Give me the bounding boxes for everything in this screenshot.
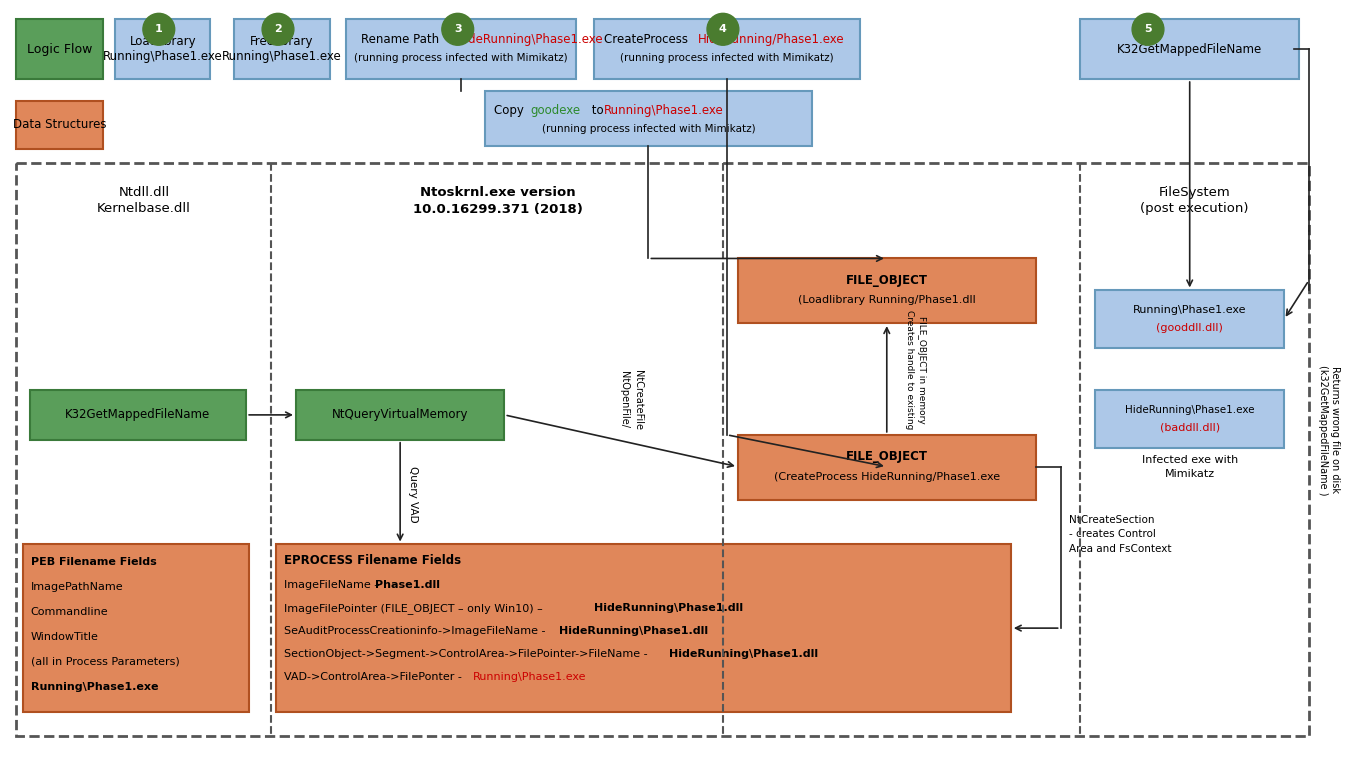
Text: (baddll.dll): (baddll.dll) (1160, 423, 1220, 433)
FancyBboxPatch shape (296, 390, 505, 440)
Text: Ntoskrnl.exe version: Ntoskrnl.exe version (420, 186, 575, 199)
Text: NtCreateFile: NtCreateFile (633, 370, 644, 430)
Circle shape (441, 13, 474, 45)
Text: NtCreateSection: NtCreateSection (1069, 514, 1154, 524)
Text: Running\Phase1.exe: Running\Phase1.exe (1133, 305, 1246, 315)
FancyBboxPatch shape (275, 544, 1011, 711)
Text: FILE_OBJECT in memory: FILE_OBJECT in memory (917, 316, 926, 424)
Text: ImagePathName: ImagePathName (31, 582, 123, 592)
Text: goodexe: goodexe (531, 105, 580, 118)
Text: ImageFilePointer (FILE_OBJECT – only Win10) –: ImageFilePointer (FILE_OBJECT – only Win… (284, 603, 547, 614)
Text: Mimikatz: Mimikatz (1165, 469, 1215, 479)
Text: HideRunning\Phase1.dll: HideRunning\Phase1.dll (594, 603, 742, 613)
FancyBboxPatch shape (16, 101, 103, 149)
FancyBboxPatch shape (30, 390, 246, 440)
Text: HideRunning/Phase1.exe: HideRunning/Phase1.exe (698, 33, 845, 45)
Text: NtOpenFile/: NtOpenFile/ (618, 371, 629, 428)
Text: to: to (587, 105, 608, 118)
Text: (running process infected with Mimikatz): (running process infected with Mimikatz) (354, 53, 567, 63)
FancyBboxPatch shape (346, 19, 576, 79)
FancyBboxPatch shape (16, 19, 103, 79)
Text: (Loadlibrary Running/Phase1.dll: (Loadlibrary Running/Phase1.dll (798, 296, 976, 306)
Text: Running\Phase1.exe: Running\Phase1.exe (603, 105, 724, 118)
FancyBboxPatch shape (738, 259, 1035, 323)
Text: Area and FsContext: Area and FsContext (1069, 544, 1170, 554)
Text: Running\Phase1.exe: Running\Phase1.exe (223, 50, 342, 62)
Text: NtQueryVirtualMemory: NtQueryVirtualMemory (332, 408, 468, 421)
Text: 1: 1 (155, 25, 162, 35)
Text: CreateProcess: CreateProcess (603, 33, 691, 45)
Text: PEB Filename Fields: PEB Filename Fields (31, 557, 157, 567)
Text: Infected exe with: Infected exe with (1142, 455, 1238, 465)
Text: Creates handle to existing: Creates handle to existing (904, 310, 914, 430)
Text: 2: 2 (274, 25, 282, 35)
Text: ImageFileName –: ImageFileName – (284, 581, 383, 591)
Text: - creates Control: - creates Control (1069, 530, 1156, 540)
FancyBboxPatch shape (23, 544, 250, 711)
Text: 4: 4 (720, 25, 726, 35)
Circle shape (262, 13, 294, 45)
FancyBboxPatch shape (235, 19, 329, 79)
Text: Logic Flow: Logic Flow (27, 42, 92, 55)
Text: Running\Phase1.exe: Running\Phase1.exe (103, 50, 223, 62)
Circle shape (1133, 13, 1164, 45)
Text: Kernelbase.dll: Kernelbase.dll (97, 203, 190, 215)
FancyBboxPatch shape (485, 91, 813, 146)
Text: 3: 3 (454, 25, 462, 35)
Text: SectionObject->Segment->ControlArea->FilePointer->FileName -: SectionObject->Segment->ControlArea->Fil… (284, 649, 651, 659)
Text: Returns wrong file on disk
(k32GetMappedFileName ): Returns wrong file on disk (k32GetMapped… (1318, 364, 1339, 495)
FancyBboxPatch shape (594, 19, 860, 79)
Text: Commandline: Commandline (31, 608, 108, 618)
FancyBboxPatch shape (1095, 290, 1284, 348)
Text: HideRunning\Phase1.exe: HideRunning\Phase1.exe (1125, 405, 1254, 415)
Text: Loadlibrary: Loadlibrary (130, 35, 196, 48)
Circle shape (707, 13, 738, 45)
Text: (post execution): (post execution) (1141, 203, 1249, 215)
Text: K32GetMappedFileName: K32GetMappedFileName (1116, 42, 1262, 55)
Text: Ntdll.dll: Ntdll.dll (119, 186, 170, 199)
Text: FILE_OBJECT: FILE_OBJECT (846, 450, 927, 464)
Text: (running process infected with Mimikatz): (running process infected with Mimikatz) (541, 124, 755, 134)
Circle shape (143, 13, 174, 45)
Text: 10.0.16299.371 (2018): 10.0.16299.371 (2018) (413, 203, 582, 216)
Text: FILE_OBJECT: FILE_OBJECT (846, 274, 927, 287)
Text: (all in Process Parameters): (all in Process Parameters) (31, 657, 180, 667)
Text: Phase1.dll: Phase1.dll (375, 581, 440, 591)
FancyBboxPatch shape (115, 19, 211, 79)
Text: (running process infected with Mimikatz): (running process infected with Mimikatz) (620, 53, 834, 63)
Text: (CreateProcess HideRunning/Phase1.exe: (CreateProcess HideRunning/Phase1.exe (774, 472, 1000, 482)
Text: Copy: Copy (494, 105, 528, 118)
FancyBboxPatch shape (1095, 390, 1284, 448)
Text: Freelibrary: Freelibrary (250, 35, 313, 48)
Text: Running\Phase1.exe: Running\Phase1.exe (472, 672, 586, 682)
Text: WindowTitle: WindowTitle (31, 632, 99, 642)
Text: K32GetMappedFileName: K32GetMappedFileName (65, 408, 211, 421)
Text: Running\Phase1.exe: Running\Phase1.exe (31, 682, 158, 692)
Text: Data Structures: Data Structures (12, 119, 107, 132)
FancyBboxPatch shape (1080, 19, 1299, 79)
Text: HideRunning\Phase1.exe: HideRunning\Phase1.exe (456, 33, 603, 45)
Text: SeAuditProcessCreationinfo->ImageFileName -: SeAuditProcessCreationinfo->ImageFileNam… (284, 626, 549, 636)
Text: 5: 5 (1145, 25, 1152, 35)
Text: VAD->ControlArea->FilePonter -: VAD->ControlArea->FilePonter - (284, 672, 466, 682)
Text: Rename Path: Rename Path (362, 33, 443, 45)
Text: HideRunning\Phase1.dll: HideRunning\Phase1.dll (670, 649, 818, 659)
Text: FileSystem: FileSystem (1158, 186, 1231, 199)
Text: Query VAD: Query VAD (408, 467, 418, 523)
Text: EPROCESS Filename Fields: EPROCESS Filename Fields (284, 554, 462, 567)
FancyBboxPatch shape (738, 435, 1035, 500)
Text: (gooddll.dll): (gooddll.dll) (1156, 323, 1223, 333)
Text: HideRunning\Phase1.dll: HideRunning\Phase1.dll (559, 626, 709, 636)
